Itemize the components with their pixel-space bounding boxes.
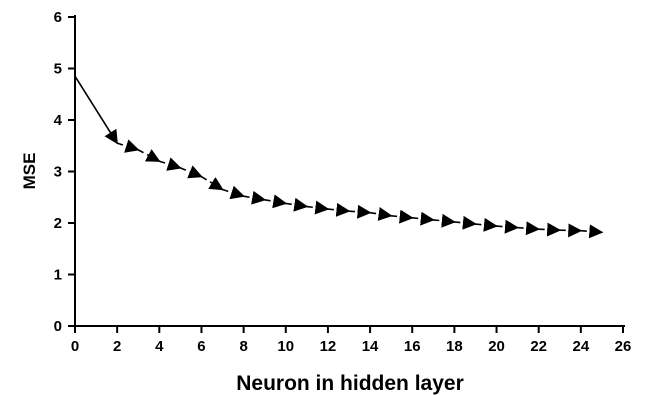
- x-tick-label: 8: [239, 338, 247, 355]
- x-tick-label: 16: [404, 338, 421, 355]
- y-tick-label: 4: [54, 112, 63, 129]
- x-axis-title: Neuron in hidden layer: [236, 372, 464, 395]
- x-tick-label: 18: [446, 338, 463, 355]
- data-point: [558, 229, 561, 232]
- data-point: [495, 225, 498, 227]
- y-tick-label: 6: [54, 9, 62, 26]
- data-arrow-segment: [580, 224, 604, 239]
- data-arrow-segment: [327, 202, 351, 217]
- data-point: [221, 188, 224, 191]
- x-tick-label: 0: [71, 338, 79, 355]
- data-point: [537, 228, 540, 230]
- data-point: [453, 221, 456, 223]
- data-point: [432, 219, 435, 221]
- data-arrow-segment: [222, 185, 245, 200]
- data-point: [601, 231, 603, 234]
- data-point: [242, 195, 245, 198]
- data-arrow-segment: [285, 197, 309, 212]
- data-point: [263, 199, 266, 201]
- x-tick-label: 2: [113, 338, 121, 355]
- data-point: [474, 223, 477, 225]
- series-layer: [74, 75, 604, 239]
- data-point: [411, 217, 414, 219]
- data-point: [116, 142, 118, 144]
- data-arrow-segment: [159, 157, 182, 171]
- axes: [74, 15, 625, 327]
- x-tick-label: 20: [488, 338, 505, 355]
- y-tick-label: 2: [54, 215, 62, 232]
- data-arrow-segment: [116, 139, 140, 153]
- x-tick-label: 24: [573, 338, 590, 355]
- data-arrow-segment: [475, 217, 498, 232]
- data-arrow-segment: [306, 200, 330, 215]
- y-tick-label: 5: [54, 61, 62, 78]
- y-tick-label: 3: [54, 164, 62, 181]
- data-arrow-segment: [74, 75, 118, 145]
- data-point: [369, 211, 371, 214]
- data-arrow-segment: [264, 194, 288, 209]
- y-axis-title: MSE: [20, 153, 39, 190]
- data-point: [74, 75, 76, 78]
- data-point: [137, 149, 140, 151]
- data-arrow-segment: [538, 222, 562, 237]
- x-tick-label: 6: [197, 338, 205, 355]
- data-arrow-segment: [243, 190, 267, 205]
- data-arrow-segment: [412, 211, 435, 226]
- data-arrow-segment: [391, 209, 414, 224]
- x-tick-label: 10: [277, 338, 294, 355]
- data-point: [284, 202, 287, 205]
- data-arrow-segment: [180, 165, 203, 179]
- data-point: [516, 226, 519, 229]
- series-1: [74, 75, 604, 239]
- data-arrow-segment: [433, 213, 456, 228]
- y-tick-label: 1: [54, 267, 62, 284]
- data-arrow-segment: [517, 221, 541, 236]
- data-arrow-segment: [559, 223, 583, 238]
- y-tick-label: 0: [54, 318, 62, 335]
- data-arrow-segment: [454, 215, 477, 230]
- data-arrow-segment: [369, 207, 393, 221]
- x-tick-label: 12: [320, 338, 337, 355]
- data-point: [306, 205, 308, 208]
- x-tick-label: 14: [362, 338, 379, 355]
- data-arrow-segment: [496, 219, 520, 234]
- data-point: [200, 175, 203, 178]
- data-point: [179, 167, 182, 169]
- data-point: [390, 214, 392, 217]
- data-arrow-segment: [348, 204, 372, 219]
- data-point: [158, 160, 161, 162]
- data-arrow-segment: [201, 175, 224, 191]
- data-point: [348, 210, 350, 212]
- x-tick-label: 4: [155, 338, 164, 355]
- data-point: [580, 229, 582, 232]
- x-tick-label: 26: [615, 338, 632, 355]
- data-point: [327, 208, 329, 210]
- data-arrow-segment: [137, 149, 161, 162]
- x-tick-label: 22: [530, 338, 547, 355]
